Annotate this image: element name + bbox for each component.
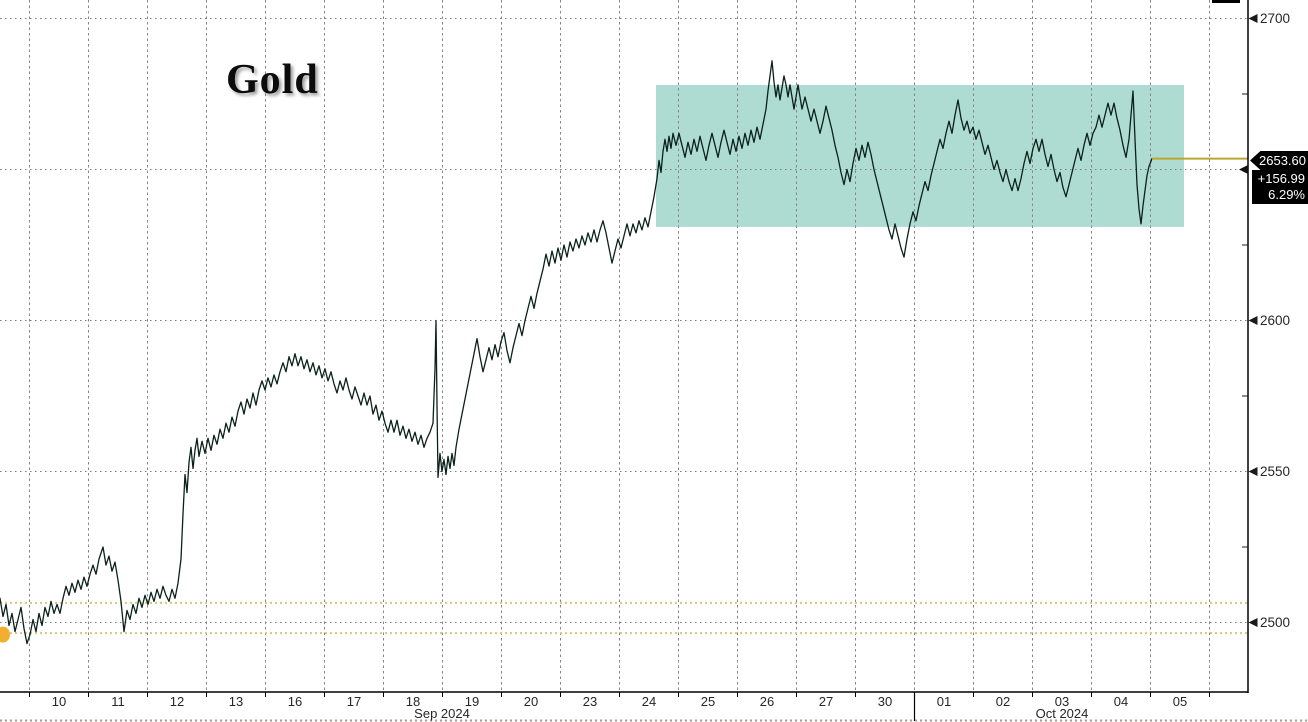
x-axis-day-label: 30 (877, 694, 893, 709)
price-change-percent-badge: 6.29% (1252, 187, 1308, 204)
x-axis-day-label: 13 (228, 694, 244, 709)
x-axis-day-label: 25 (700, 694, 716, 709)
top-edge-fragment (1212, 0, 1240, 3)
x-axis-day-label: 11 (111, 694, 125, 709)
x-axis-day-label: 17 (346, 694, 362, 709)
y-axis-label: 2550 (1260, 463, 1291, 479)
x-axis-day-label: 16 (287, 694, 303, 709)
series-start-marker (0, 626, 10, 643)
month-label-sep: Sep 2024 (414, 706, 470, 721)
x-axis-day-label: 24 (641, 694, 657, 709)
y-tick-arrow-icon (1248, 618, 1258, 627)
gridline-arrow-icon (1239, 165, 1248, 174)
x-axis-day-label: 19 (464, 694, 480, 709)
y-axis-label: 2600 (1260, 312, 1291, 328)
x-axis-day-label: 12 (169, 694, 185, 709)
x-axis-day-label: 23 (582, 694, 598, 709)
x-axis-day-label: 26 (759, 694, 775, 709)
x-axis-day-label: 27 (818, 694, 834, 709)
x-axis-day-label: 05 (1172, 694, 1188, 709)
y-tick-arrow-icon (1248, 14, 1258, 23)
x-axis-day-label: 18 (405, 694, 421, 709)
y-axis-label: 2700 (1260, 10, 1291, 26)
y-tick-arrow-icon (1248, 316, 1258, 325)
x-axis-day-label: 04 (1113, 694, 1129, 709)
x-axis-day-label: 02 (995, 694, 1011, 709)
last-price-badge: 2653.60 (1250, 151, 1308, 170)
price-line (0, 60, 1153, 645)
x-axis-day-label: 03 (1054, 694, 1070, 709)
month-label-oct: Oct 2024 (1035, 706, 1089, 721)
chart-title: Gold (226, 57, 319, 103)
x-axis-day-label: 01 (936, 694, 952, 709)
price-change-badge: +156.99 (1252, 170, 1308, 187)
y-axis-label: 2500 (1260, 614, 1291, 630)
y-tick-arrow-icon (1248, 467, 1258, 476)
range-highlight-box (656, 84, 1184, 227)
x-axis-day-label: 10 (51, 694, 67, 709)
x-axis-day-label: 20 (523, 694, 539, 709)
